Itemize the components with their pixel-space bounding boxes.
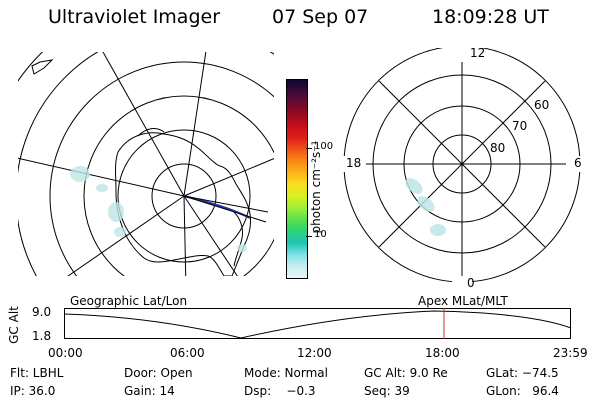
meridian-line [183, 195, 187, 276]
geographic-map [18, 52, 274, 276]
track-line [183, 195, 267, 223]
mlt-label-top: 12 [470, 46, 486, 60]
polar-plot [340, 48, 582, 288]
polar-diagonal [378, 80, 546, 248]
timeline-x-tick: 00:00 [48, 346, 83, 360]
lat-circle [18, 52, 44, 82]
lat-circle [49, 61, 274, 276]
timeline-x-tick: 23:59 [553, 346, 588, 360]
lat-circle [117, 129, 251, 263]
mlt-label-right: 6 [574, 156, 582, 170]
status-dsp: Dsp: −0.3 [244, 384, 316, 398]
status-door: Door: Open [124, 366, 193, 380]
south-america-coastline [31, 59, 54, 75]
altitude-timeline [64, 308, 572, 339]
mlt-label-bottom: 0 [467, 276, 475, 290]
mlat-label: 80 [490, 141, 506, 155]
mlat-label: 60 [534, 98, 550, 112]
timeline-x-tick: 18:00 [425, 346, 460, 360]
colorbar-tick [306, 148, 312, 149]
date-label: 07 Sep 07 [272, 6, 369, 28]
aurora-emission [70, 166, 247, 252]
meridian-line [183, 52, 207, 197]
status-mode: Mode: Normal [244, 366, 328, 380]
timeline-x-tick: 06:00 [170, 346, 205, 360]
altitude-curve [64, 310, 572, 339]
status-glon: GLon: 96.4 [486, 384, 559, 398]
meridian-line [183, 195, 238, 276]
meridian-line [18, 157, 185, 197]
lat-circle [83, 95, 274, 276]
lat-circle [18, 52, 274, 276]
lat-circle [151, 163, 217, 229]
timeline-y-tick: 9.0 [32, 305, 52, 319]
colorbar-tick [306, 236, 312, 237]
status-gain: Gain: 14 [124, 384, 175, 398]
colorbar-gradient [287, 80, 307, 278]
aurora-emission [405, 178, 446, 236]
timeline-frame [64, 308, 571, 339]
meridian-line [183, 158, 274, 197]
status-gc-alt: GC Alt: 9.0 Re [364, 366, 448, 380]
colorbar [286, 79, 308, 279]
timeline-left-title: Geographic Lat/Lon [70, 294, 188, 308]
colorbar-tick-label: 10 [314, 229, 327, 240]
timeline-right-title: Apex MLat/MLT [418, 294, 508, 308]
timeline-y-tick: 1.8 [32, 329, 52, 343]
coastline-detail [137, 128, 165, 137]
status-filter: Flt: LBHL [10, 366, 64, 380]
meridian-line [102, 52, 185, 197]
timeline-x-tick: 12:00 [297, 346, 332, 360]
instrument-title: Ultraviolet Imager [48, 6, 221, 28]
status-seq: Seq: 39 [364, 384, 410, 398]
colorbar-tick-label: 100 [314, 141, 334, 152]
timeline-axis-label: GC Alt [7, 306, 21, 344]
status-glat: GLat: −74.5 [486, 366, 559, 380]
track-line [183, 195, 269, 213]
mlat-label: 70 [512, 119, 528, 133]
meridian-line [67, 195, 185, 276]
colorbar-label: photon cm⁻²s⁻¹ [309, 140, 323, 234]
time-label: 18:09:28 UT [432, 6, 549, 28]
status-ip: IP: 36.0 [10, 384, 56, 398]
mlt-label-left: 18 [346, 156, 362, 170]
coastline-detail [233, 211, 243, 267]
